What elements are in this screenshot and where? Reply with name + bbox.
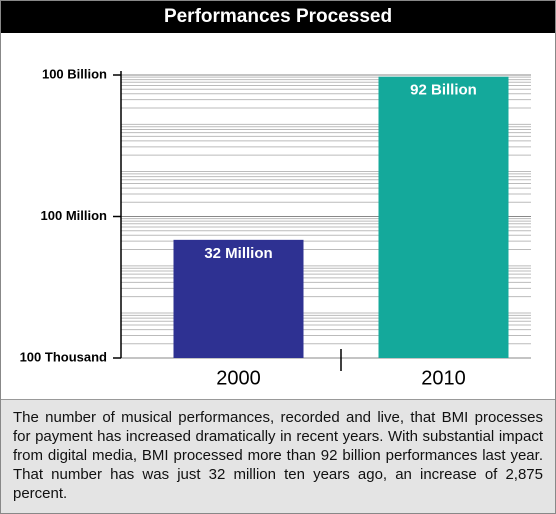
x-tick-label: 2000 xyxy=(216,367,261,389)
chart: 100 Thousand 100 Million 100 Billion 2000 32… xyxy=(20,66,531,389)
value-label: 32 Million xyxy=(204,245,272,262)
x-tick-label: 2010 xyxy=(421,367,466,389)
bar xyxy=(378,76,509,358)
caption: The number of musical performances, reco… xyxy=(1,399,555,513)
bar xyxy=(173,239,304,358)
y-tick-label: 100 Million xyxy=(41,208,108,223)
y-tick-label: 100 Thousand xyxy=(20,349,107,364)
value-label: 92 Billion xyxy=(410,82,477,99)
chart-title: Performances Processed xyxy=(1,1,555,33)
y-tick-label: 100 Billion xyxy=(42,66,107,81)
